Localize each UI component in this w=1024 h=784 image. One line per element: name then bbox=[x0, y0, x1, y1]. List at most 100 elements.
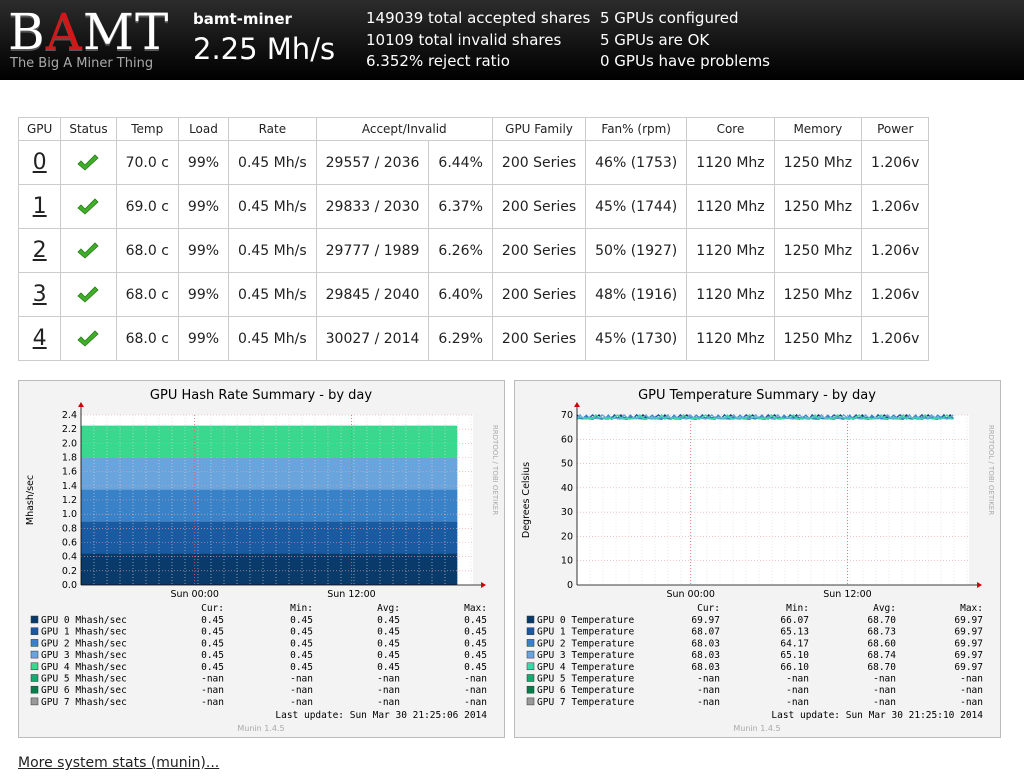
legend-avg-value: 0.45 bbox=[377, 662, 400, 673]
legend-swatch bbox=[30, 674, 39, 682]
x-axis-arrow bbox=[977, 582, 982, 588]
rate-cell: 0.45 Mh/s bbox=[228, 184, 317, 229]
legend-min-value: -nan bbox=[786, 674, 809, 685]
legend-max-value: 69.97 bbox=[954, 662, 983, 673]
y-tick-label: 1.8 bbox=[62, 453, 77, 464]
fan-cell: 48% (1916) bbox=[585, 272, 688, 317]
legend-avg-value: -nan bbox=[377, 685, 400, 696]
core-cell: 1120 Mhz bbox=[686, 272, 775, 317]
core-cell: 1120 Mhz bbox=[686, 228, 775, 273]
pct-cell: 6.37% bbox=[428, 184, 493, 229]
legend-min-value: -nan bbox=[786, 697, 809, 708]
y-tick-label: 70 bbox=[561, 410, 573, 421]
gpu-id-link[interactable]: 2 bbox=[32, 238, 47, 263]
legend-swatch bbox=[526, 674, 535, 682]
y-tick-label: 2.2 bbox=[62, 424, 77, 435]
legend-min-value: 66.07 bbox=[780, 615, 809, 626]
legend-swatch bbox=[526, 650, 535, 659]
gpu-id-link[interactable]: 4 bbox=[32, 326, 47, 351]
gpus-configured: 5 GPUs configured bbox=[600, 9, 739, 27]
legend-cur-value: -nan bbox=[697, 697, 720, 708]
legend-max-value: 69.97 bbox=[954, 650, 983, 661]
legend-series-name: GPU 0 Mhash/sec bbox=[41, 615, 127, 626]
area-band-gpu-1 bbox=[81, 521, 458, 554]
temp-cell: 70.0 c bbox=[115, 140, 179, 185]
family-cell: 200 Series bbox=[491, 316, 587, 361]
gpu-id-cell: 2 bbox=[17, 228, 62, 273]
load-cell: 99% bbox=[177, 272, 230, 317]
col-fan: Fan% (rpm) bbox=[585, 117, 688, 141]
legend-swatch bbox=[30, 697, 39, 706]
munin-version: Munin 1.4.5 bbox=[237, 724, 284, 733]
legend-max-value: 0.45 bbox=[464, 650, 487, 661]
legend-avg-value: 0.45 bbox=[377, 615, 400, 626]
rrdtool-credit: RRDTOOL / TOBI OETIKER bbox=[491, 425, 499, 515]
logo-tagline: The Big A Miner Thing bbox=[10, 56, 154, 71]
legend-min-value: 0.45 bbox=[290, 662, 313, 673]
gpu-id-cell: 3 bbox=[17, 272, 62, 317]
invalid-shares: 10109 total invalid shares bbox=[366, 30, 562, 49]
x-tick-label: Sun 12:00 bbox=[823, 589, 871, 600]
legend-avg-value: 68.60 bbox=[867, 638, 896, 649]
y-tick-label: 30 bbox=[561, 507, 573, 518]
legend-series-name: GPU 3 Mhash/sec bbox=[41, 650, 127, 661]
pct-cell: 6.26% bbox=[428, 228, 493, 273]
legend-header: Min: bbox=[786, 603, 809, 614]
legend-max-value: 69.97 bbox=[954, 615, 983, 626]
legend-cur-value: 0.45 bbox=[201, 650, 224, 661]
temp-cell: 68.0 c bbox=[115, 272, 179, 317]
munin-version: Munin 1.4.5 bbox=[733, 724, 780, 733]
accept-cell: 29833 / 2030 bbox=[315, 184, 430, 229]
col-gpu: GPU bbox=[17, 117, 62, 141]
family-cell: 200 Series bbox=[491, 140, 587, 185]
family-cell: 200 Series bbox=[491, 272, 587, 317]
y-tick-label: 1.0 bbox=[62, 509, 77, 520]
power-cell: 1.206v bbox=[861, 316, 930, 361]
legend-max-value: -nan bbox=[960, 674, 983, 685]
legend-series-name: GPU 3 Temperature bbox=[537, 650, 635, 661]
mem-cell: 1250 Mhz bbox=[773, 228, 863, 273]
load-cell: 99% bbox=[177, 228, 230, 273]
legend-max-value: 69.97 bbox=[954, 627, 983, 638]
gpu-id-link[interactable]: 1 bbox=[32, 194, 47, 219]
col-load: Load bbox=[177, 117, 230, 141]
gpu-id-link[interactable]: 0 bbox=[32, 150, 47, 175]
legend-min-value: -nan bbox=[290, 674, 313, 685]
core-cell: 1120 Mhz bbox=[686, 316, 775, 361]
power-cell: 1.206v bbox=[861, 140, 930, 185]
check-icon bbox=[77, 241, 100, 259]
legend-swatch bbox=[526, 615, 535, 624]
pct-cell: 6.44% bbox=[428, 140, 493, 185]
col-memory: Memory bbox=[773, 117, 863, 141]
legend-series-name: GPU 2 Temperature bbox=[537, 638, 635, 649]
temperature-line-gpu-3 bbox=[576, 413, 954, 420]
area-band-gpu-0 bbox=[81, 553, 458, 585]
y-tick-label: 1.4 bbox=[62, 481, 77, 492]
gpu-id-cell: 4 bbox=[17, 316, 62, 361]
y-tick-label: 50 bbox=[561, 459, 573, 470]
gpu-id-cell: 1 bbox=[17, 184, 62, 229]
status-cell bbox=[60, 184, 117, 229]
rate-cell: 0.45 Mh/s bbox=[228, 272, 317, 317]
fan-cell: 45% (1730) bbox=[585, 316, 688, 361]
accept-cell: 29845 / 2040 bbox=[315, 272, 430, 317]
legend-avg-value: -nan bbox=[873, 674, 896, 685]
legend-cur-value: -nan bbox=[697, 685, 720, 696]
legend-min-value: 0.45 bbox=[290, 627, 313, 638]
legend-min-value: 65.13 bbox=[780, 627, 809, 638]
family-cell: 200 Series bbox=[491, 228, 587, 273]
status-cell bbox=[60, 228, 117, 273]
gpus-ok: 5 GPUs are OK bbox=[600, 30, 710, 49]
logo-letter-b: B bbox=[8, 3, 46, 61]
gpu-id-link[interactable]: 3 bbox=[32, 282, 47, 307]
accept-cell: 29557 / 2036 bbox=[315, 140, 430, 185]
legend-avg-value: 0.45 bbox=[377, 627, 400, 638]
y-axis-label: Degrees Celsius bbox=[521, 462, 532, 538]
y-tick-label: 20 bbox=[561, 531, 573, 542]
core-cell: 1120 Mhz bbox=[686, 140, 775, 185]
temperature-graph: GPU Temperature Summary - by day Degrees … bbox=[514, 380, 1001, 738]
legend-cur-value: 68.03 bbox=[691, 662, 720, 673]
load-cell: 99% bbox=[177, 316, 230, 361]
legend-swatch bbox=[30, 650, 39, 659]
munin-stats-link[interactable]: More system stats (munin)... bbox=[18, 755, 220, 771]
